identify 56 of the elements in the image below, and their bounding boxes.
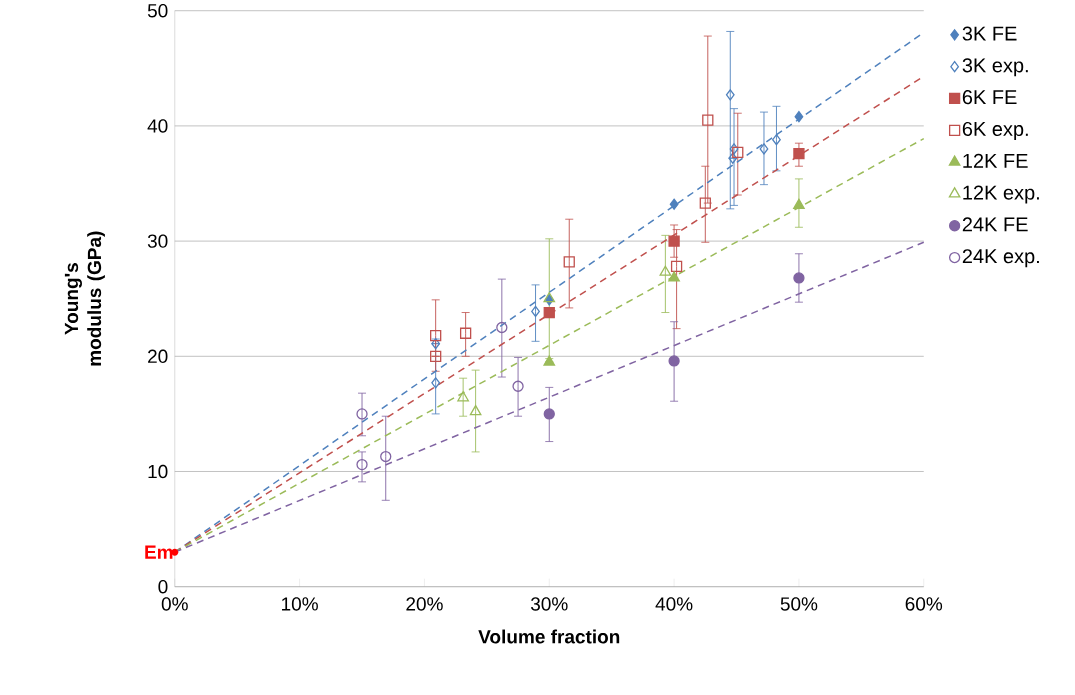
point bbox=[793, 272, 805, 284]
point bbox=[759, 143, 769, 155]
point bbox=[794, 111, 804, 123]
point bbox=[496, 321, 508, 334]
y-tick-label: 10 bbox=[148, 464, 168, 479]
point bbox=[457, 391, 469, 402]
point bbox=[670, 260, 683, 273]
point bbox=[512, 380, 524, 392]
annotation: Em bbox=[145, 545, 173, 559]
legend-label: 3K FE bbox=[962, 26, 1017, 41]
point bbox=[669, 198, 679, 210]
legend-label: 6K FE bbox=[962, 90, 1017, 105]
point bbox=[380, 450, 392, 463]
point bbox=[430, 350, 442, 362]
x-axis-title: Volume fraction bbox=[478, 629, 620, 644]
point bbox=[430, 329, 442, 342]
y-tick-label: 40 bbox=[147, 119, 168, 133]
y-tick-label: 0 bbox=[158, 579, 168, 594]
y-tick-label: 30 bbox=[147, 234, 168, 248]
point bbox=[668, 235, 680, 247]
point bbox=[659, 265, 672, 276]
legend-label: 24K FE bbox=[962, 217, 1028, 232]
legend-label: 24K exp. bbox=[962, 249, 1039, 268]
point bbox=[732, 146, 744, 159]
point bbox=[563, 256, 575, 268]
x-tick-label: 10% bbox=[282, 597, 318, 611]
point bbox=[469, 404, 482, 416]
x-tick-label: 0% bbox=[161, 597, 188, 611]
point bbox=[728, 152, 738, 164]
x-tick-label: 60% bbox=[905, 597, 943, 611]
x-tick-label: 50% bbox=[780, 597, 818, 611]
point bbox=[772, 134, 781, 146]
x-tick-label: 30% bbox=[530, 597, 568, 611]
point bbox=[543, 355, 556, 366]
point bbox=[543, 408, 555, 420]
point bbox=[729, 143, 739, 155]
point bbox=[356, 408, 368, 420]
point bbox=[793, 147, 805, 160]
x-tick-label: 20% bbox=[406, 597, 443, 611]
point bbox=[668, 271, 680, 282]
legend-label: 6K exp. bbox=[962, 121, 1028, 140]
point bbox=[702, 114, 714, 126]
point bbox=[668, 355, 680, 367]
point bbox=[543, 306, 555, 319]
point bbox=[793, 198, 805, 210]
point bbox=[725, 89, 735, 101]
x-tick-label: 40% bbox=[655, 597, 693, 611]
legend-label: 12K exp. bbox=[963, 185, 1039, 204]
legend-label: 12K FE bbox=[963, 153, 1028, 168]
point bbox=[431, 377, 441, 389]
y-tick-label: 20 bbox=[148, 349, 168, 364]
y-tick-label: 50 bbox=[147, 3, 168, 18]
legend-label: 3K exp. bbox=[962, 58, 1028, 77]
point bbox=[459, 327, 472, 339]
y-axis-title: Young's modulus (GPa) bbox=[64, 231, 105, 366]
point bbox=[356, 458, 368, 471]
